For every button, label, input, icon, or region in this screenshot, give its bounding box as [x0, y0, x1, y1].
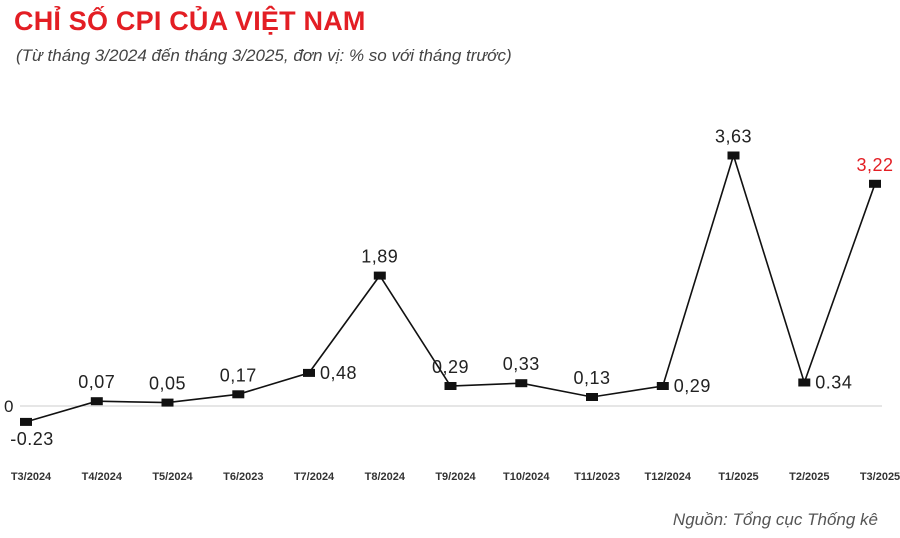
- data-point-marker: [869, 179, 881, 188]
- data-point-marker: [232, 390, 245, 399]
- data-point-marker: [161, 398, 174, 407]
- data-point-marker: [444, 382, 457, 390]
- zero-axis-label: 0: [4, 397, 13, 416]
- data-point-marker: [515, 379, 528, 388]
- x-tick-label: T10/2024: [503, 471, 550, 483]
- x-tick-label: T5/2024: [152, 471, 193, 483]
- data-labels: -0.23 0,07 0,05 0,17 0,48 1,89 0,29 0,33 0,13 0,2…: [10, 127, 893, 449]
- x-tick-label: T3/2025: [860, 471, 900, 483]
- data-label: 3,63: [715, 127, 752, 147]
- x-tick-label: T7/2024: [294, 471, 335, 483]
- x-tick-label: T9/2024: [435, 471, 476, 483]
- data-label: 0.34: [815, 373, 852, 393]
- data-point-marker: [373, 271, 386, 280]
- chart-subtitle: (Từ tháng 3/2024 đến tháng 3/2025, đơn v…: [16, 46, 512, 65]
- data-point-marker: [727, 151, 740, 160]
- data-point-marker: [586, 393, 598, 401]
- data-label: 0,13: [573, 368, 610, 388]
- data-label: 1,89: [361, 247, 398, 267]
- data-label: 0,29: [674, 376, 711, 396]
- chart-title: CHỈ SỐ CPI CỦA VIỆT NAM: [14, 6, 366, 36]
- data-label: 0,48: [320, 363, 357, 383]
- x-tick-label: T8/2024: [365, 471, 406, 483]
- x-tick-label: T3/2024: [11, 471, 52, 483]
- data-label: 0,07: [78, 372, 115, 392]
- data-point-marker: [303, 368, 315, 377]
- x-tick-label: T11/2023: [574, 471, 620, 483]
- x-tick-label: T1/2025: [718, 471, 758, 483]
- data-label: 0,17: [220, 365, 257, 385]
- data-label: 3,22: [856, 155, 893, 175]
- x-tick-label: T2/2025: [789, 471, 829, 483]
- data-point-marker: [798, 378, 811, 387]
- data-point-marker: [656, 382, 669, 390]
- x-axis-tick-labels: T3/2024 T4/2024 T5/2024 T6/2023 T7/2024 T8/20…: [11, 471, 900, 483]
- x-tick-label: T6/2023: [223, 471, 263, 483]
- data-label: -0.23: [10, 429, 54, 449]
- data-label: 0,05: [149, 374, 186, 394]
- data-point-marker: [20, 417, 32, 426]
- data-point-marker: [90, 397, 103, 406]
- x-tick-label: T12/2024: [645, 471, 692, 483]
- x-tick-label: T4/2024: [82, 471, 123, 483]
- data-point-markers: [20, 151, 881, 426]
- data-label: 0,33: [503, 354, 540, 374]
- data-label: 0,29: [432, 357, 469, 377]
- source-note: Nguồn: Tổng cục Thống kê: [672, 510, 878, 529]
